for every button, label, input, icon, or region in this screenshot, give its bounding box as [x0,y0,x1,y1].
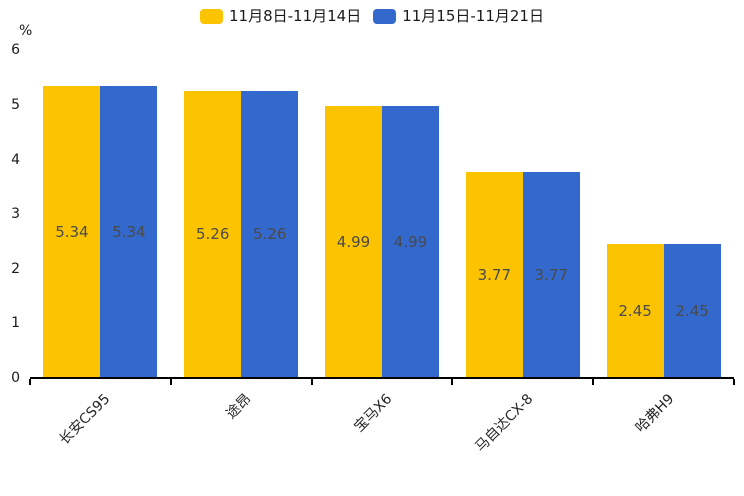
x-axis-category-label: 途昂 [223,391,255,423]
x-axis-tick [451,379,454,385]
bar-series2 [663,244,721,378]
legend-label: 11月8日-11月14日 [229,7,362,25]
bar-value-label: 2.45 [618,302,652,321]
bar-series1 [325,105,382,378]
bar-series1 [606,244,664,378]
legend-label: 11月15日-11月21日 [402,7,544,25]
bar-value-label: 5.34 [55,223,89,242]
bar-series2 [522,172,580,378]
x-axis-category-label: 长安CS95 [56,391,114,449]
legend-swatch [373,8,397,24]
x-axis-tick [169,379,172,385]
bar-value-label: 5.26 [195,225,230,244]
bar-series1 [43,86,101,378]
y-axis-tick-label: 6 [11,42,20,59]
bar-series1 [465,172,523,378]
bar-value-label: 2.45 [675,302,709,321]
legend-item-series1[interactable]: 11月8日-11月14日 [200,5,361,27]
x-axis-tick [592,379,595,385]
y-axis-tick-label: 3 [11,206,20,223]
x-axis-tick [310,379,313,385]
bar-series2 [100,86,158,378]
legend-item-series2[interactable]: 11月15日-11月21日 [373,5,544,27]
legend: 11月8日-11月14日 11月15日-11月21日 [0,5,744,27]
bar-value-label: 3.77 [477,266,511,285]
bar-series2 [382,105,439,378]
x-axis-line [30,377,734,379]
bar-series1 [184,90,242,378]
x-axis-category-label: 马自达CX-8 [472,391,537,456]
x-axis-tick [733,379,735,385]
legend-swatch [200,8,223,24]
x-axis-tick [29,379,31,385]
bar-value-label: 5.26 [252,225,287,244]
bar-value-label: 5.34 [112,223,146,242]
y-axis-tick-label: 5 [11,97,20,113]
y-axis-tick-label: 2 [11,260,20,277]
y-axis-unit-label: % [19,23,33,39]
bar-value-label: 3.77 [534,266,568,285]
bar-value-label: 4.99 [393,232,428,251]
y-axis-tick-label: 1 [11,315,20,332]
x-axis-category-label: 哈弗H9 [632,391,678,436]
y-axis-tick-label: 4 [11,151,20,168]
x-axis-category-label: 宝马X6 [351,391,396,436]
bar-series2 [241,90,299,378]
bar-value-label: 4.99 [336,232,371,251]
y-axis-tick-label: 0 [11,370,20,386]
